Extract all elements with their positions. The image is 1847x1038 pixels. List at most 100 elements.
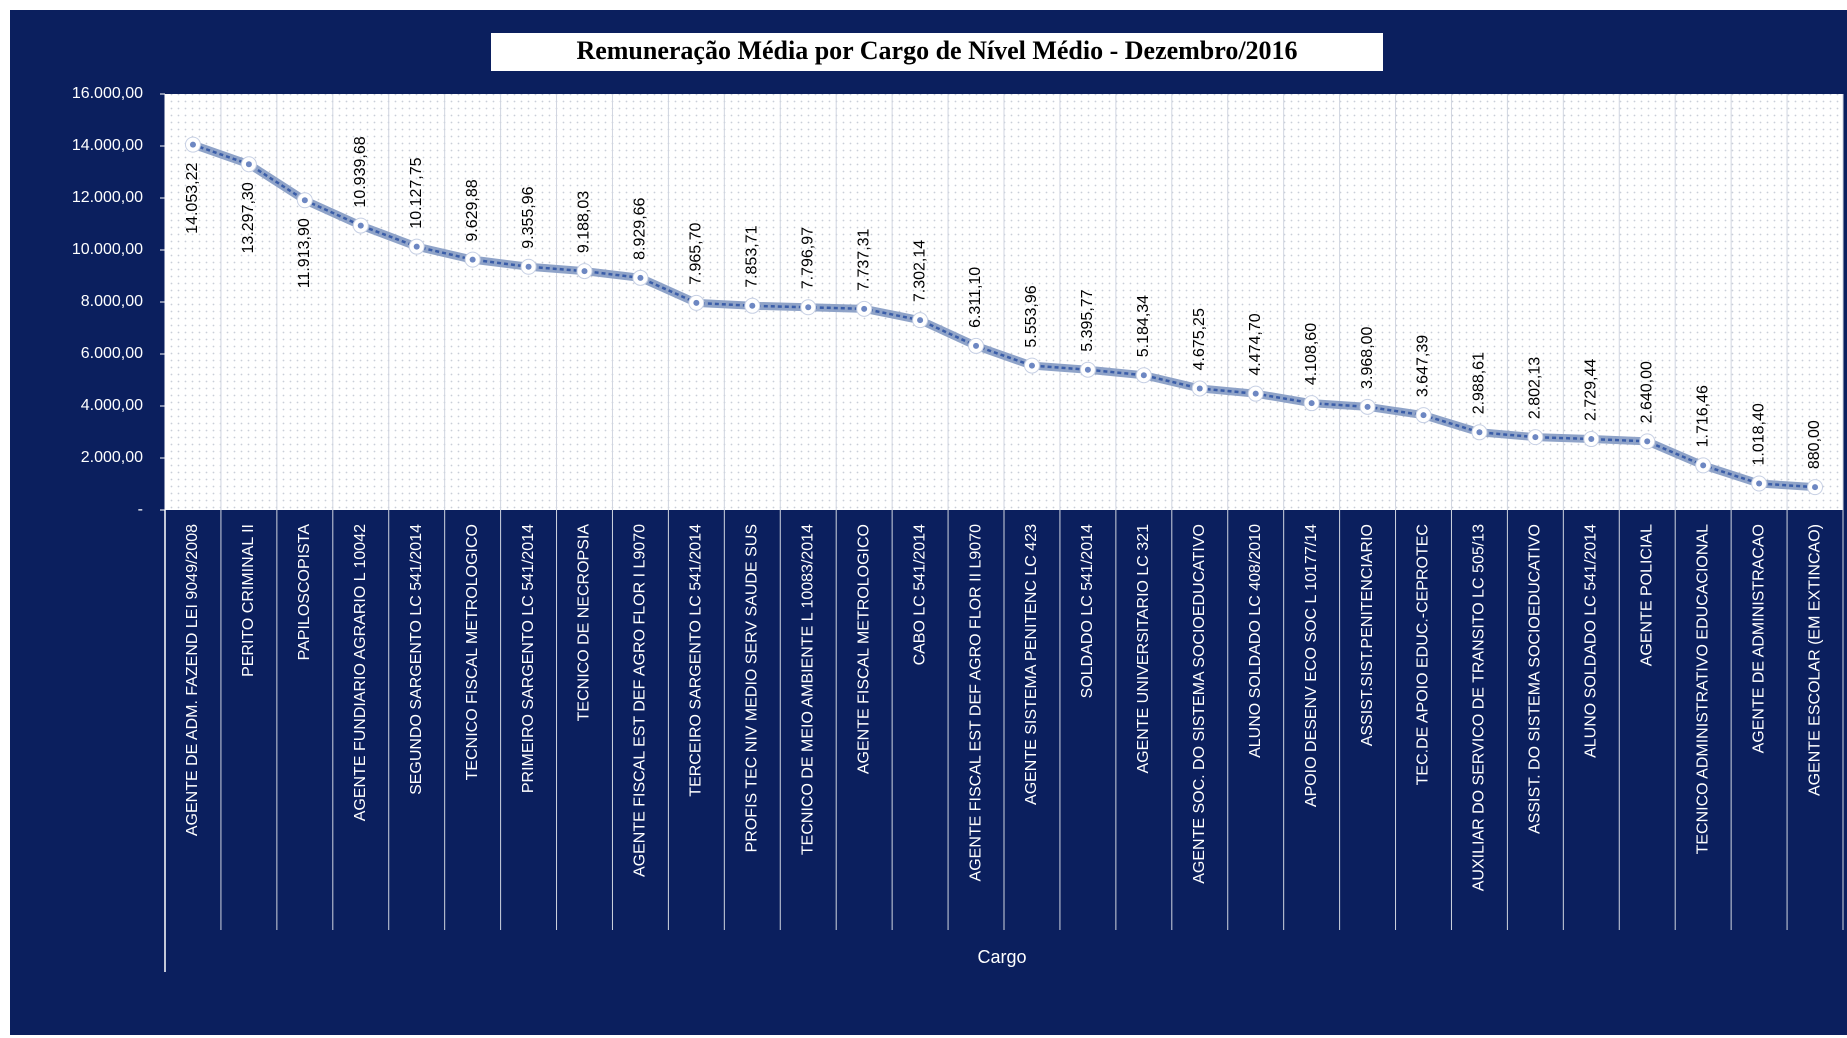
x-tick-label: CABO LC 541/2014 [911,524,928,666]
x-tick-label: AGENTE FISCAL METROLOGICO [855,524,872,774]
data-label: 5.395,77 [1079,289,1096,351]
data-label: 7.853,71 [744,225,761,287]
point-center [973,342,980,349]
point-center [245,161,252,168]
series-line-stripe [192,143,1816,489]
y-tick-label: - [138,501,143,518]
data-label: 4.108,60 [1303,323,1320,385]
x-tick-label: AGENTE UNIVERSITARIO LC 321 [1135,524,1152,774]
point-center [1812,484,1819,491]
y-tick-label: 12.000,00 [72,189,143,206]
data-label: 7.965,70 [688,223,705,285]
point-center [1644,438,1651,445]
title-box [491,33,1383,71]
data-label: 2.802,13 [1527,357,1544,419]
x-tick-label: AGENTE SISTEMA PENITENC LC 423 [1023,524,1040,805]
x-tick-label: AGENTE FISCAL EST DEF AGRO FLOR II L9070 [967,524,984,882]
data-label: 2.729,44 [1583,359,1600,421]
point-center [861,305,868,312]
point-center [749,302,756,309]
y-tick-label: 4.000,00 [81,397,143,414]
point-center [1196,385,1203,392]
x-tick-label: AGENTE DE ADM. FAZEND LEI 9049/2008 [184,524,201,836]
data-label: 7.796,97 [799,227,816,289]
data-label: 3.968,00 [1359,326,1376,388]
x-tick-label: TEC.DE APOIO EDUC.-CEPROTEC [1415,524,1432,785]
y-tick-label: 6.000,00 [81,345,143,362]
x-tick-label: APOIO DESENV ECO SOC L 10177/14 [1303,524,1320,807]
point-center [693,299,700,306]
x-tick-label: PERITO CRIMINAL II [240,524,257,677]
point-center [525,263,532,270]
point-center [1700,462,1707,469]
y-tick-label: 14.000,00 [72,137,143,154]
x-tick-label: PAPILOSCOPISTA [296,524,313,661]
data-label: 1.018,40 [1750,403,1767,465]
point-center [917,317,924,324]
data-label: 7.737,31 [855,228,872,290]
x-tick-label: AGENTE FISCAL EST DEF AGRO FLOR I L9070 [632,524,649,877]
point-center [413,243,420,250]
data-label: 5.553,96 [1023,285,1040,347]
point-center [581,268,588,275]
data-label: 10.939,68 [352,136,369,207]
y-tick-label: 10.000,00 [72,241,143,258]
x-tick-label: TECNICO FISCAL METROLOGICO [464,524,481,780]
data-label: 11.913,90 [296,218,313,288]
point-center [1420,412,1427,419]
point-center [469,256,476,263]
data-label: 2.640,00 [1638,361,1655,423]
data-label: 9.188,03 [576,191,593,253]
x-tick-label: TECNICO ADMINISTRATIVO EDUCACIONAL [1694,524,1711,855]
data-label: 5.184,34 [1135,295,1152,357]
point-center [1476,429,1483,436]
x-tick-label: AUXILIAR DO SERVICO DE TRANSITO LC 505/1… [1471,524,1488,891]
data-label: 6.311,10 [967,267,984,328]
point-center [805,304,812,311]
data-label: 9.355,96 [520,186,537,248]
x-tick-label: ASSIST. DO SISTEMA SOCIOEDUCATIVO [1527,524,1544,834]
data-label: 4.675,25 [1191,308,1208,370]
x-tick-label: ALUNO SOLDADO LC 408/2010 [1247,524,1264,758]
y-tick-label: 8.000,00 [81,293,143,310]
point-center [637,274,644,281]
chart-title: Remuneração Média por Cargo de Nível Méd… [576,36,1297,65]
data-label: 10.127,75 [408,157,425,228]
point-center [189,141,196,148]
data-label: 3.647,39 [1415,335,1432,397]
point-center [1532,434,1539,441]
y-tick-label: 2.000,00 [81,449,143,466]
point-center [1028,362,1035,369]
x-tick-label: TECNICO DE MEIO AMBIENTE L 10083/2014 [799,524,816,855]
x-tick-label: PROFIS TEC NIV MEDIO SERV SAUDE SUS [744,524,761,852]
x-tick-label: SEGUNDO SARGENTO LC 541/2014 [408,524,425,795]
x-tick-label: AGENTE ESCOLAR (EM EXTINCAO) [1806,524,1823,796]
data-label: 1.716,46 [1694,385,1711,447]
x-tick-label: AGENTE DE ADMINISTRACAO [1750,524,1767,753]
x-tick-label: AGENTE POLICIAL [1638,524,1655,666]
data-label: 4.474,70 [1247,313,1264,375]
x-tick-label: ASSIST.SIST.PENITENCIARIO [1359,524,1376,746]
x-tick-label: ALUNO SOLDADO LC 541/2014 [1583,524,1600,758]
point-center [357,222,364,229]
point-center [1084,366,1091,373]
x-tick-label: SOLDADO LC 541/2014 [1079,524,1096,698]
x-axis-title: Cargo [977,947,1026,967]
x-tick-label: PRIMEIRO SARGENTO LC 541/2014 [520,524,537,793]
data-label: 8.929,66 [632,197,649,259]
point-center [1588,436,1595,443]
y-tick-label: 16.000,00 [72,85,143,102]
data-label: 14.053,22 [184,163,201,234]
data-label: 2.988,61 [1471,352,1488,414]
point-center [301,197,308,204]
x-tick-label: TECNICO DE NECROPSIA [576,524,593,722]
point-center [1140,372,1147,379]
data-label: 7.302,14 [911,240,928,302]
data-label: 9.629,88 [464,179,481,241]
x-tick-label: AGENTE FUNDIARIO AGRARIO L 10042 [352,524,369,821]
point-center [1252,390,1259,397]
point-center [1756,480,1763,487]
x-tick-label: TERCEIRO SARGENTO LC 541/2014 [688,524,705,797]
